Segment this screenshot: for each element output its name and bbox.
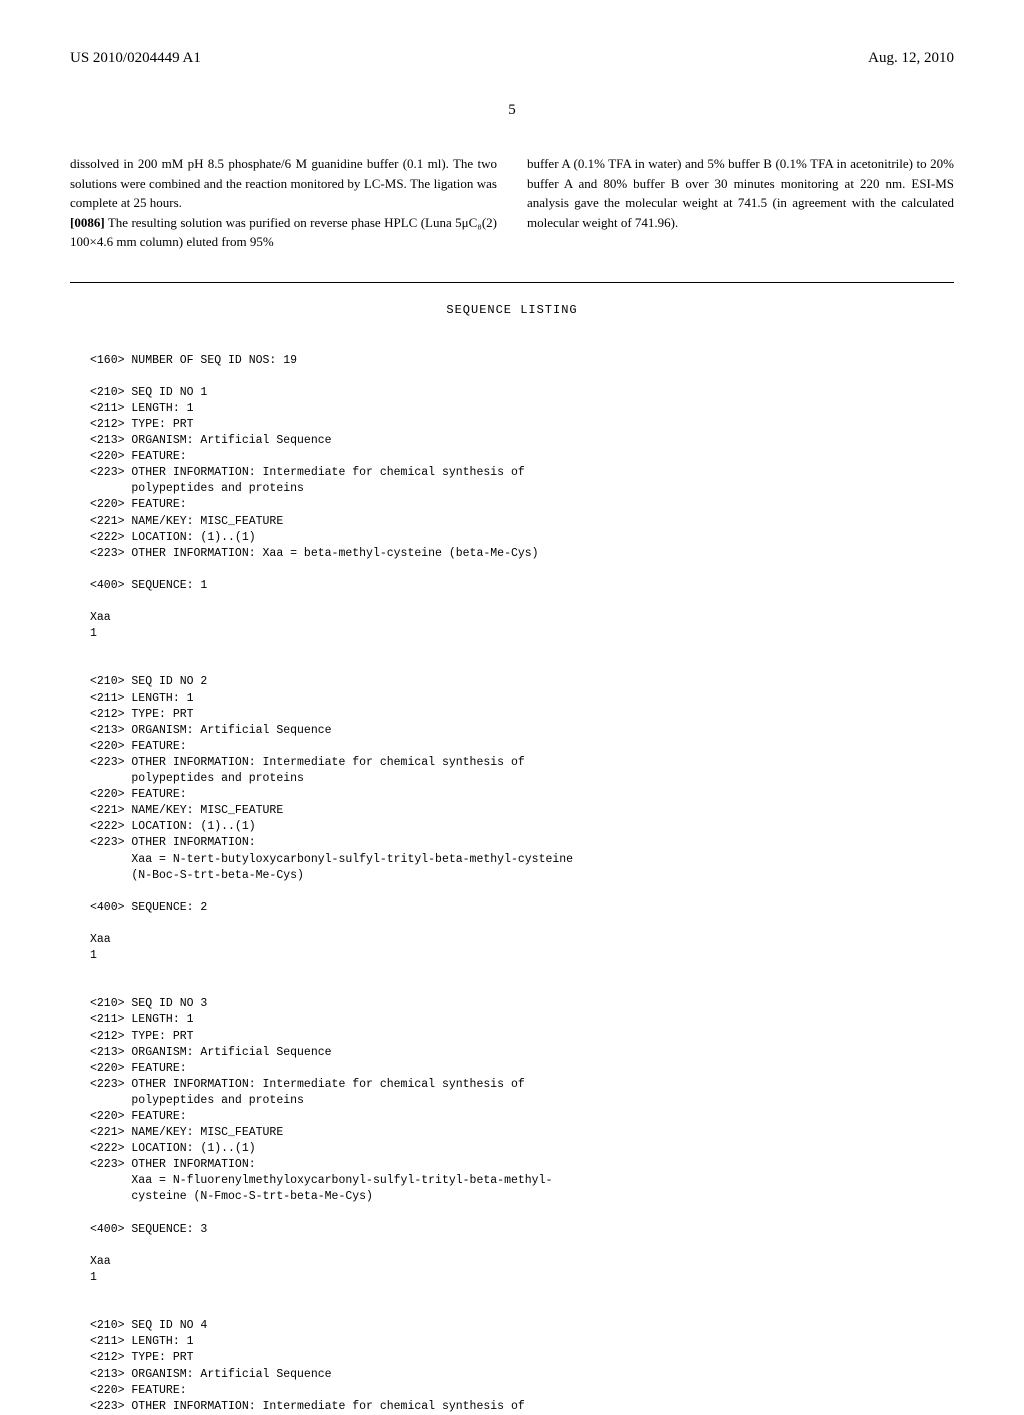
seq-field: <213> ORGANISM: Artificial Sequence [90, 724, 332, 737]
seq-field: <160> NUMBER OF SEQ ID NOS: 19 [90, 354, 297, 367]
right-column: buffer A (0.1% TFA in water) and 5% buff… [527, 154, 954, 252]
seq-field: <223> OTHER INFORMATION: Intermediate fo… [90, 466, 525, 479]
seq-field: <223> OTHER INFORMATION: [90, 1158, 256, 1171]
seq-field: <223> OTHER INFORMATION: Intermediate fo… [90, 1078, 525, 1091]
seq-field: <220> FEATURE: [90, 740, 187, 753]
seq-field: <211> LENGTH: 1 [90, 692, 194, 705]
seq-field: <222> LOCATION: (1)..(1) [90, 1142, 256, 1155]
seq-field: <210> SEQ ID NO 1 [90, 386, 207, 399]
seq-position: 1 [90, 1271, 97, 1284]
seq-field: <221> NAME/KEY: MISC_FEATURE [90, 804, 283, 817]
body-text: dissolved in 200 mM pH 8.5 phosphate/6 M… [70, 156, 497, 210]
seq-field: <210> SEQ ID NO 4 [90, 1319, 207, 1332]
sequence-listing-title: SEQUENCE LISTING [70, 303, 954, 317]
left-column: dissolved in 200 mM pH 8.5 phosphate/6 M… [70, 154, 497, 252]
seq-field: <213> ORGANISM: Artificial Sequence [90, 434, 332, 447]
seq-field: <213> ORGANISM: Artificial Sequence [90, 1368, 332, 1381]
seq-field: polypeptides and proteins [90, 482, 304, 495]
paragraph-number: [0086] [70, 215, 105, 230]
seq-field: Xaa = N-tert-butyloxycarbonyl-sulfyl-tri… [90, 853, 573, 866]
page-header: US 2010/0204449 A1 Aug. 12, 2010 [70, 50, 954, 67]
seq-field: <400> SEQUENCE: 2 [90, 901, 207, 914]
seq-field: <400> SEQUENCE: 3 [90, 1223, 207, 1236]
seq-field: <211> LENGTH: 1 [90, 1013, 194, 1026]
body-text: The resulting solution was purified on r… [70, 215, 497, 250]
seq-field: Xaa = N-fluorenylmethyloxycarbonyl-sulfy… [90, 1174, 552, 1187]
seq-field: <210> SEQ ID NO 2 [90, 675, 207, 688]
seq-field: <212> TYPE: PRT [90, 708, 194, 721]
publication-number: US 2010/0204449 A1 [70, 50, 201, 67]
seq-residue: Xaa [90, 1255, 111, 1268]
seq-field: <223> OTHER INFORMATION: Intermediate fo… [90, 756, 525, 769]
separator-line [70, 282, 954, 283]
body-text: buffer A (0.1% TFA in water) and 5% buff… [527, 156, 954, 230]
seq-field: <220> FEATURE: [90, 498, 187, 511]
seq-field: <221> NAME/KEY: MISC_FEATURE [90, 515, 283, 528]
seq-field: <223> OTHER INFORMATION: Intermediate fo… [90, 1400, 525, 1413]
seq-field: <220> FEATURE: [90, 450, 187, 463]
seq-field: <220> FEATURE: [90, 1110, 187, 1123]
seq-field: polypeptides and proteins [90, 772, 304, 785]
seq-field: <222> LOCATION: (1)..(1) [90, 820, 256, 833]
seq-field: <220> FEATURE: [90, 1062, 187, 1075]
seq-field: <213> ORGANISM: Artificial Sequence [90, 1046, 332, 1059]
seq-field: <223> OTHER INFORMATION: Xaa = beta-meth… [90, 547, 539, 560]
seq-field: <222> LOCATION: (1)..(1) [90, 531, 256, 544]
seq-field: <211> LENGTH: 1 [90, 1335, 194, 1348]
seq-field: <210> SEQ ID NO 3 [90, 997, 207, 1010]
seq-residue: Xaa [90, 933, 111, 946]
seq-residue: Xaa [90, 611, 111, 624]
body-columns: dissolved in 200 mM pH 8.5 phosphate/6 M… [70, 154, 954, 252]
seq-position: 1 [90, 627, 97, 640]
seq-field: <211> LENGTH: 1 [90, 402, 194, 415]
seq-field: cysteine (N-Fmoc-S-trt-beta-Me-Cys) [90, 1190, 373, 1203]
seq-field: <220> FEATURE: [90, 1384, 187, 1397]
seq-field: <221> NAME/KEY: MISC_FEATURE [90, 1126, 283, 1139]
page-number: 5 [70, 102, 954, 119]
seq-field: <223> OTHER INFORMATION: [90, 836, 256, 849]
sequence-listing-body: <160> NUMBER OF SEQ ID NOS: 19 <210> SEQ… [70, 337, 954, 1415]
publication-date: Aug. 12, 2010 [868, 50, 954, 67]
seq-field: <212> TYPE: PRT [90, 1030, 194, 1043]
seq-field: <212> TYPE: PRT [90, 1351, 194, 1364]
seq-field: <400> SEQUENCE: 1 [90, 579, 207, 592]
seq-field: <220> FEATURE: [90, 788, 187, 801]
seq-position: 1 [90, 949, 97, 962]
seq-field: <212> TYPE: PRT [90, 418, 194, 431]
seq-field: polypeptides and proteins [90, 1094, 304, 1107]
seq-field: (N-Boc-S-trt-beta-Me-Cys) [90, 869, 304, 882]
